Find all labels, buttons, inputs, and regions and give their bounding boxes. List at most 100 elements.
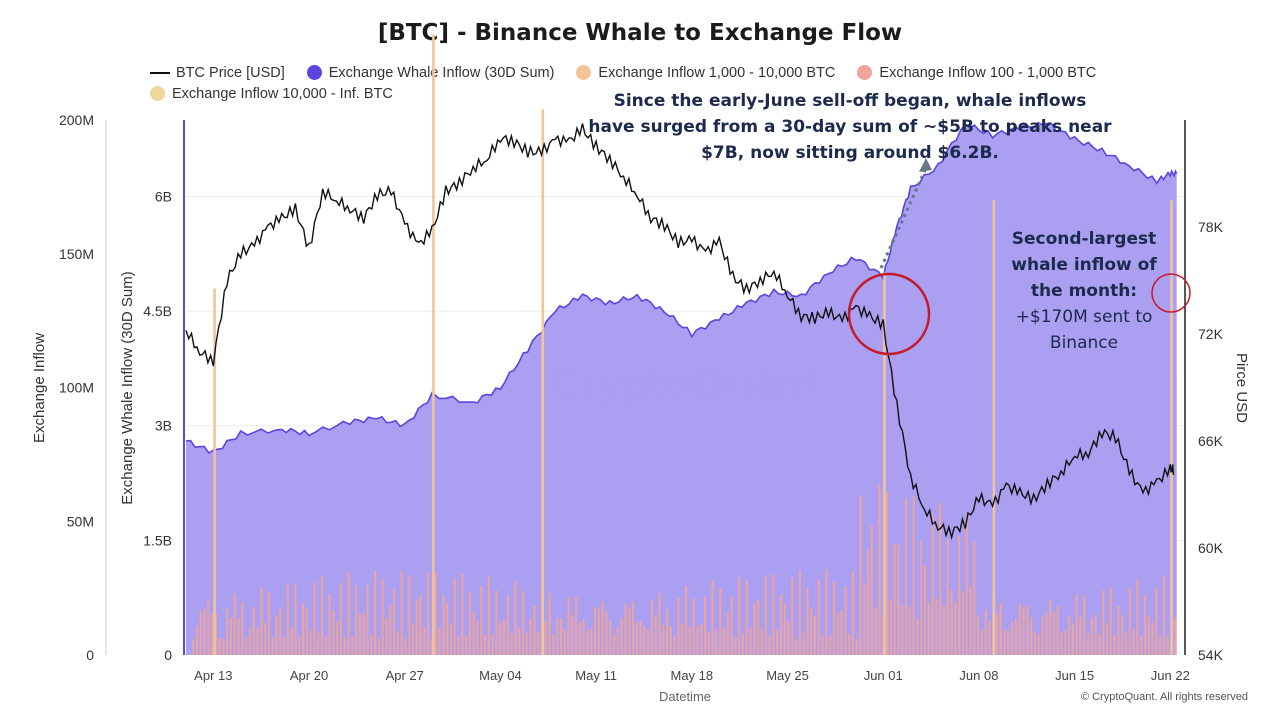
inflow-bar — [324, 636, 327, 655]
inflow-bar — [787, 622, 790, 655]
inflow-bar — [1014, 618, 1018, 655]
inflow-bar — [791, 577, 794, 655]
inflow-bar — [942, 605, 946, 655]
inflow-bar — [328, 593, 331, 655]
inflow-bar — [222, 638, 225, 655]
y-inner-tick-label: 1.5B — [143, 532, 172, 548]
inflow-bar — [381, 579, 384, 655]
legend-swatch-dot — [150, 86, 165, 101]
inflow-bar — [442, 594, 445, 655]
inflow-bar — [859, 495, 862, 655]
inflow-bar — [582, 619, 585, 655]
inflow-bar — [347, 572, 350, 655]
inflow-bar — [427, 573, 430, 655]
inflow-bar — [275, 614, 278, 655]
annotation-second-largest: Second-largest whale inflow of the month… — [986, 226, 1182, 356]
whale-inflow-area — [185, 121, 1178, 656]
inflow-bar — [920, 540, 923, 655]
inflow-bar — [647, 630, 650, 655]
inflow-bar — [1003, 629, 1006, 655]
annotation-line: the month: — [1030, 281, 1138, 301]
inflow-bar — [825, 569, 828, 655]
inflow-bar — [544, 621, 547, 655]
inflow-bar — [893, 543, 896, 655]
x-tick-label: Apr 27 — [386, 668, 424, 683]
legend-item-btc-price[interactable]: BTC Price [USD] — [150, 65, 285, 81]
inflow-bar — [977, 615, 980, 655]
inflow-bar — [901, 604, 904, 655]
y-inner-tick-label: 6B — [155, 188, 172, 204]
y-outer-axis-label: Exchange Inflow — [31, 333, 48, 443]
inflow-bar — [525, 632, 528, 655]
inflow-bar — [639, 621, 642, 655]
inflow-bar — [908, 606, 911, 655]
inflow-bar — [203, 608, 206, 655]
inflow-bar — [704, 596, 707, 655]
x-tick-label: Jun 22 — [1151, 668, 1190, 683]
legend-item-whale-inflow[interactable]: Exchange Whale Inflow (30D Sum) — [306, 64, 555, 81]
inflow-bar — [1136, 580, 1139, 655]
inflow-bar — [1117, 605, 1120, 655]
inflow-bar — [548, 593, 551, 655]
inflow-bar — [836, 613, 839, 655]
inflow-bar — [605, 611, 608, 655]
inflow-bar — [1022, 606, 1025, 655]
inflow-bar — [332, 610, 335, 655]
inflow-bar — [393, 589, 396, 655]
inflow-bar — [798, 570, 801, 655]
inflow-bar — [237, 618, 240, 655]
inflow-bar — [533, 605, 536, 655]
inflow-bar — [305, 608, 308, 655]
legend-item-inflow-10000[interactable]: Exchange Inflow 10,000 - Inf. BTC — [150, 86, 393, 102]
inflow-bar — [669, 626, 672, 655]
inflow-bar — [741, 633, 745, 655]
legend-label: Exchange Inflow 10,000 - Inf. BTC — [172, 85, 393, 102]
axes — [105, 120, 1186, 655]
inflow-bar — [700, 624, 703, 655]
legend-swatch-line — [150, 71, 170, 74]
inflow-bar — [954, 602, 957, 655]
inflow-bar — [518, 628, 521, 655]
inflow-bar — [453, 578, 456, 655]
inflow-bar — [912, 495, 915, 655]
inflow-bar — [832, 582, 836, 655]
inflow-bar — [195, 625, 198, 655]
inflow-bar — [468, 591, 471, 655]
legend-label: Exchange Whale Inflow (30D Sum) — [328, 64, 555, 81]
inflow-bar — [283, 637, 286, 655]
inflow-bar — [415, 599, 418, 655]
inflow-bar — [821, 636, 824, 655]
inflow-bar — [1075, 594, 1078, 655]
inflow-bar — [1105, 622, 1109, 655]
legend-item-inflow-1000[interactable]: Exchange Inflow 1,000 - 10,000 BTC — [576, 65, 835, 81]
inflow-bar — [434, 573, 437, 655]
inflow-bar — [476, 621, 479, 655]
inflow-bar — [267, 591, 270, 655]
inflow-bar — [783, 602, 786, 655]
inflow-bar — [764, 576, 767, 655]
inflow-bar — [260, 588, 263, 655]
inflow-bar — [503, 619, 506, 655]
inflow-bar — [855, 638, 858, 655]
copyright: © CryptoQuant. All rights reserved — [1080, 691, 1248, 703]
inflow-bar — [848, 634, 851, 655]
inflow-bar — [256, 627, 259, 655]
inflow-bar — [358, 613, 362, 655]
inflow-bar — [590, 628, 593, 655]
inflow-bar — [279, 607, 282, 655]
inflow-bar — [1094, 614, 1097, 655]
inflow-bar — [241, 602, 244, 655]
inflow-spike-bar — [883, 272, 886, 655]
inflow-bar — [597, 608, 600, 655]
inflow-bar — [738, 577, 741, 655]
inflow-bar — [1140, 635, 1143, 655]
inflow-bar — [552, 633, 555, 655]
inflow-bar — [248, 626, 252, 655]
inflow-bar — [757, 599, 760, 655]
inflow-bar — [226, 608, 229, 655]
y-right-tick-label: 78K — [1198, 219, 1224, 235]
inflow-bar — [673, 635, 676, 655]
legend-item-inflow-100[interactable]: Exchange Inflow 100 - 1,000 BTC — [857, 65, 1096, 81]
inflow-bar — [506, 595, 509, 655]
